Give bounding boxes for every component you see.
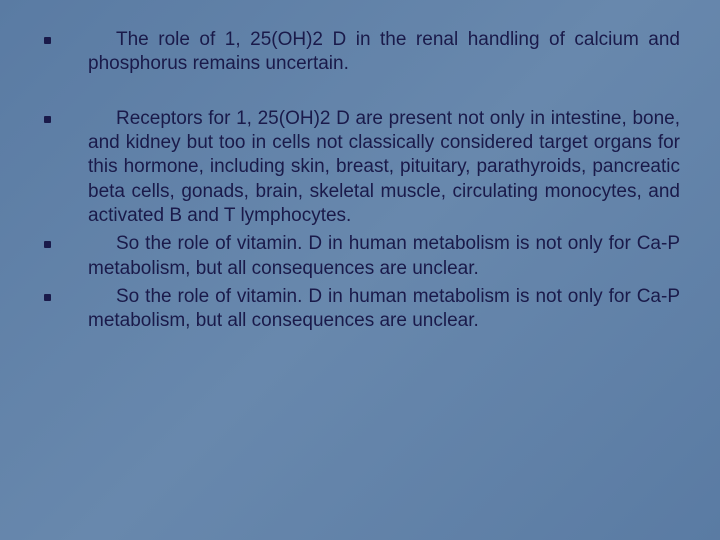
bullet-text: Receptors for 1, 25(OH)2 D are present n… [88,108,680,226]
bullet-list: The role of 1, 25(OH)2 D in the renal ha… [40,28,680,77]
bullet-item: Receptors for 1, 25(OH)2 D are present n… [40,107,680,229]
bullet-text: So the role of vitamin. D in human metab… [88,233,680,278]
bullet-text: The role of 1, 25(OH)2 D in the renal ha… [88,29,680,74]
bullet-item: The role of 1, 25(OH)2 D in the renal ha… [40,28,680,77]
bullet-text: So the role of vitamin. D in human metab… [88,286,680,331]
bullet-item: So the role of vitamin. D in human metab… [40,232,680,281]
slide: The role of 1, 25(OH)2 D in the renal ha… [0,0,720,540]
bullet-list: Receptors for 1, 25(OH)2 D are present n… [40,107,680,334]
bullet-item: So the role of vitamin. D in human metab… [40,285,680,334]
paragraph-gap [40,81,680,107]
